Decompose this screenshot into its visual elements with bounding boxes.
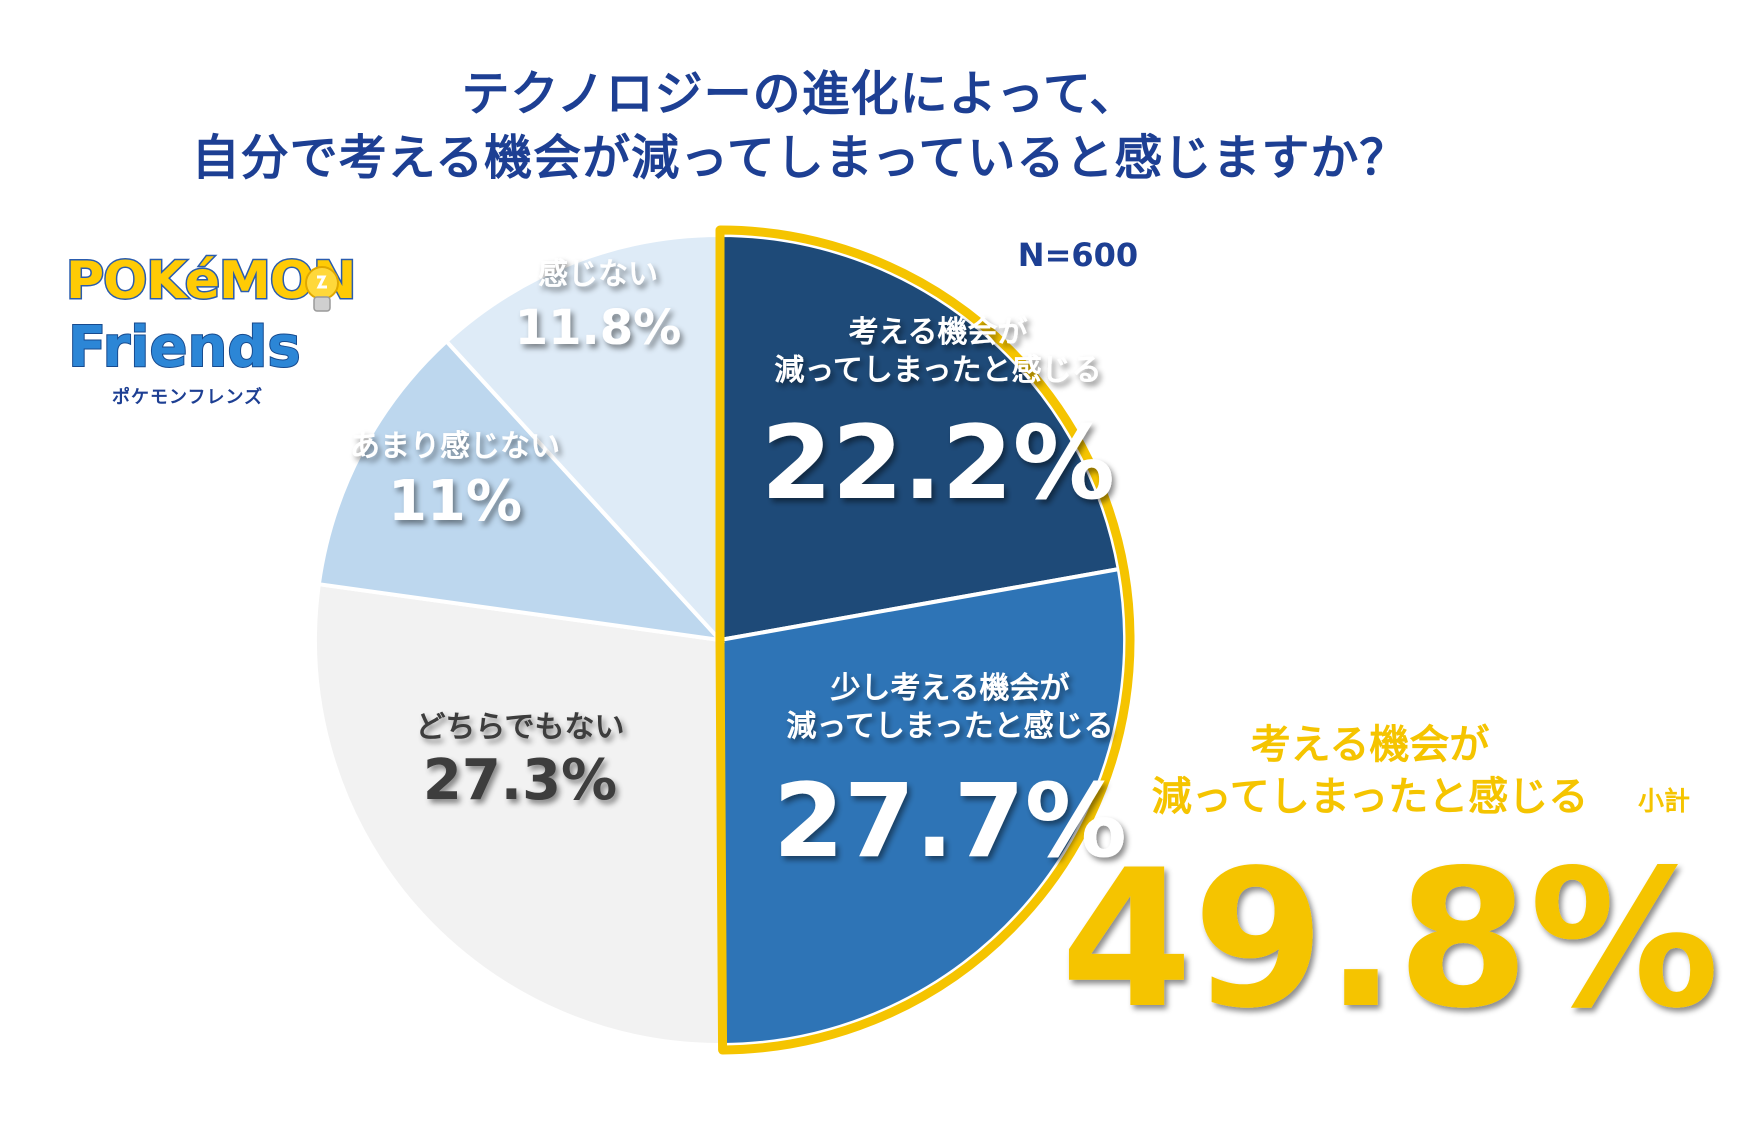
chart-title: テクノロジーの進化によって、 自分で考える機会が減ってしまっていると感じますか？ <box>0 62 1600 190</box>
subtotal-value: 49.8% <box>1060 829 1719 1050</box>
slice-category-line1: どちらでもない <box>415 710 624 745</box>
pokemon-friends-logo: POKéMON Friends ポケモンフレンズ <box>62 245 357 415</box>
logo-product: Friends <box>67 314 302 381</box>
title-line-1: テクノロジーの進化によって、 <box>461 66 1139 122</box>
subtotal-suffix: 小計 <box>1638 786 1690 817</box>
slice-category-line1: 考える機会が <box>848 315 1027 350</box>
slice-labels: 考える機会が減ってしまったと感じる22.2%少し考える機会が減ってしまったと感じ… <box>350 257 1127 881</box>
slice-somewhat-disagree <box>316 338 726 643</box>
slice-somewhat-agree <box>717 566 1127 1048</box>
label-disagree: 感じない 11.8% <box>515 257 682 356</box>
slice-value-label: 11.8% <box>515 300 682 356</box>
slice-category-line1: 少し考える機会が <box>830 671 1069 706</box>
slice-category-line2: 減ってしまったと感じる <box>786 709 1113 744</box>
slice-category-line1: 感じない <box>538 257 658 292</box>
slice-value-label: 11% <box>388 469 522 534</box>
slice-value-label: 22.2% <box>761 404 1115 523</box>
slice-value-label: 27.3% <box>423 748 617 813</box>
slice-disagree <box>443 232 722 646</box>
pie-slices <box>313 232 1127 1048</box>
title-line-2: 自分で考える機会が減ってしまっていると感じますか？ <box>191 130 1409 186</box>
subtotal-line1: 考える機会が <box>1251 722 1490 768</box>
slice-category-line2: 減ってしまったと感じる <box>774 353 1101 388</box>
logo-kana: ポケモンフレンズ <box>112 387 264 408</box>
slice-category-line1: あまり感じない <box>350 429 560 464</box>
sample-size: N=600 <box>1018 236 1138 274</box>
agree-highlight-outline <box>715 225 1135 1055</box>
subtotal-line2: 減ってしまったと感じる <box>1152 774 1588 820</box>
lightbulb-icon <box>305 266 339 312</box>
slice-neutral <box>313 581 725 1047</box>
slice-agree <box>718 232 1122 643</box>
label-somewhat-disagree: あまり感じない 11% <box>350 429 560 534</box>
slice-value-label: 27.7% <box>773 762 1127 881</box>
